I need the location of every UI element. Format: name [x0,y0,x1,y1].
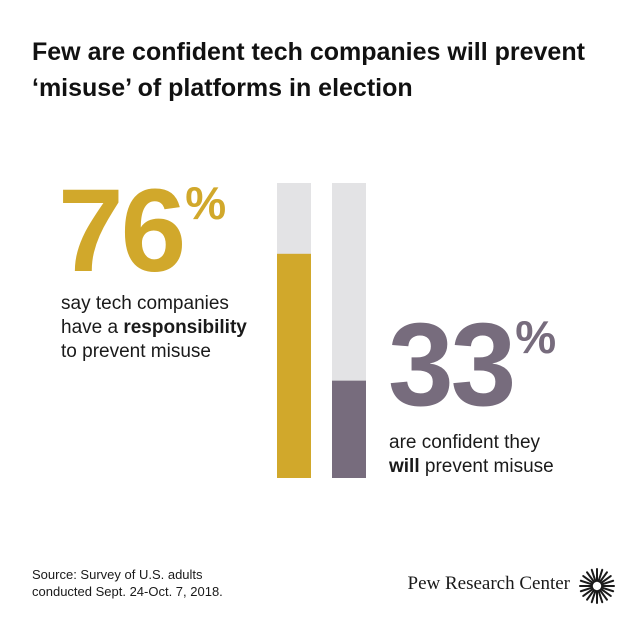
stat2-desc-line1: are confident they [389,432,541,453]
stat1-description: say tech companies have a responsibility… [61,292,281,364]
logo-ray [600,586,615,593]
logo-ray [590,589,597,604]
chart-title: Few are confident tech companies will pr… [32,38,585,102]
logo-ray [582,587,594,597]
stat2-desc-line2: prevent misuse [419,456,554,477]
source-line2: conducted Sept. 24-Oct. 7, 2018. [32,584,223,599]
logo-ray [579,579,594,586]
logo-ray [598,589,608,601]
stat2-desc-bold: will [389,456,420,477]
stat1-desc-line1: say tech companies [61,293,229,314]
stat2-description: are confident they will prevent misuse [389,431,619,479]
stat1-desc-line2: have a [61,317,124,338]
stat1-number: 76 [58,165,186,297]
source-line1: Source: Survey of U.S. adults [32,567,203,582]
bar-responsibility [277,253,311,478]
logo-ray [600,575,612,585]
logo-ray [590,568,597,583]
logo-ray [597,589,604,604]
logo-ray [598,571,608,583]
logo-ray [600,579,615,586]
stat-33-percent: 33% [388,306,556,424]
brand-name: Pew Research Center [407,573,571,594]
stat2-percent-sign: % [515,311,557,363]
stat1-desc-line3: to prevent misuse [61,341,211,362]
bar-confident [332,380,366,478]
stat1-desc-bold: responsibility [123,317,247,338]
logo-ray [597,568,604,583]
logo-ray [586,571,596,583]
stat-76-percent: 76% [58,172,226,290]
logo-ray [600,587,612,597]
source-note: Source: Survey of U.S. adults conducted … [32,566,223,600]
logo-ray [579,586,594,593]
logo-ray [582,575,594,585]
stat1-percent-sign: % [185,177,227,229]
logo-ray [586,589,596,601]
pew-sunburst-icon [579,568,615,604]
stat2-number: 33 [388,299,516,431]
